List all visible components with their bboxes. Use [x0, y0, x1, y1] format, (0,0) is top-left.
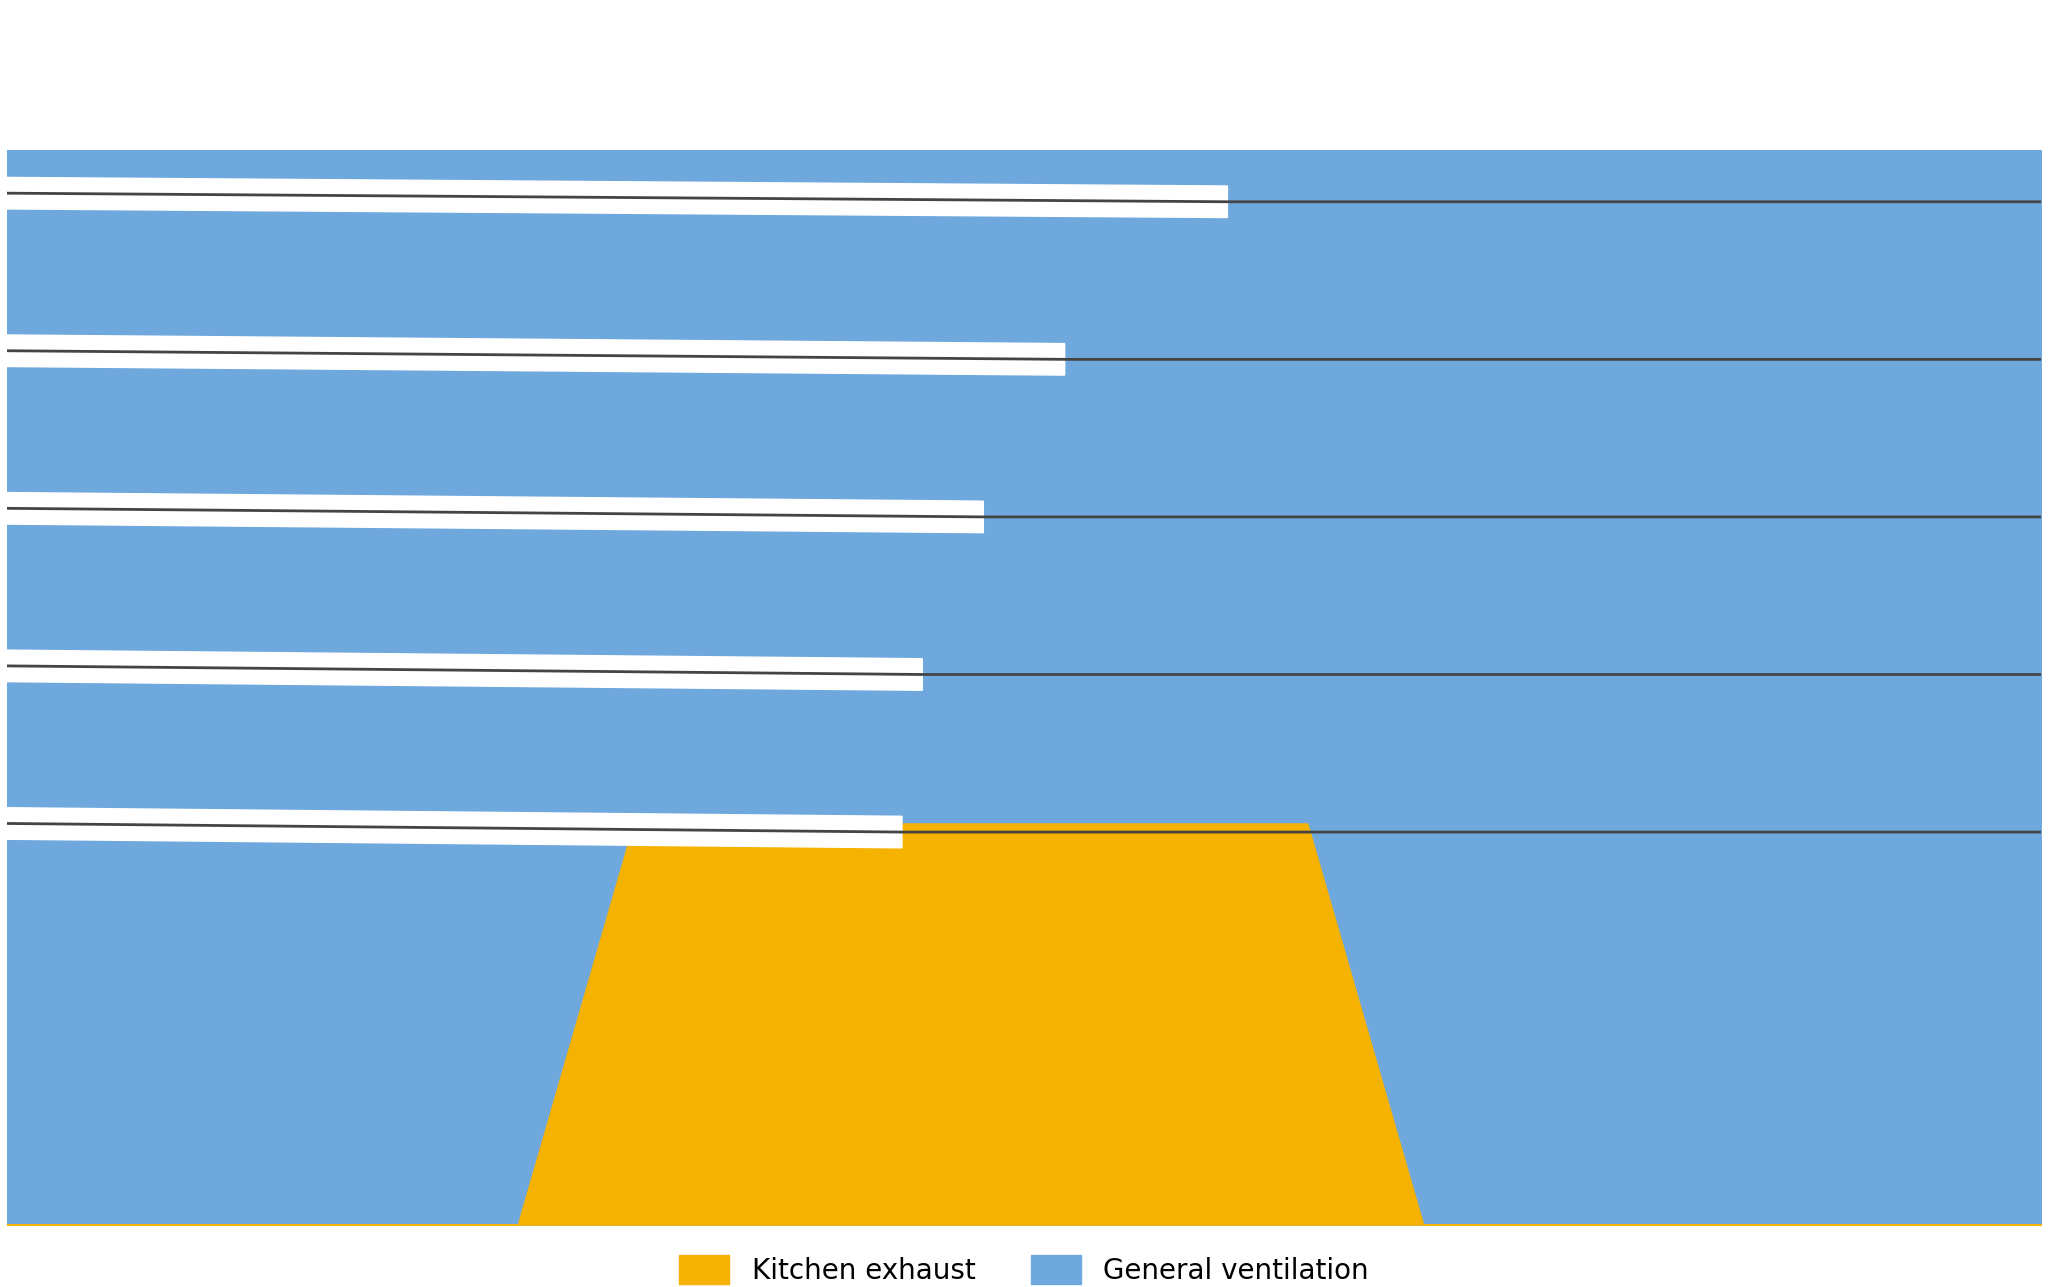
Polygon shape: [6, 335, 1065, 375]
Legend: Kitchen exhaust, General ventilation: Kitchen exhaust, General ventilation: [668, 1245, 1380, 1287]
Polygon shape: [6, 178, 1227, 218]
Polygon shape: [6, 493, 983, 533]
Polygon shape: [6, 650, 922, 690]
Polygon shape: [6, 808, 901, 848]
